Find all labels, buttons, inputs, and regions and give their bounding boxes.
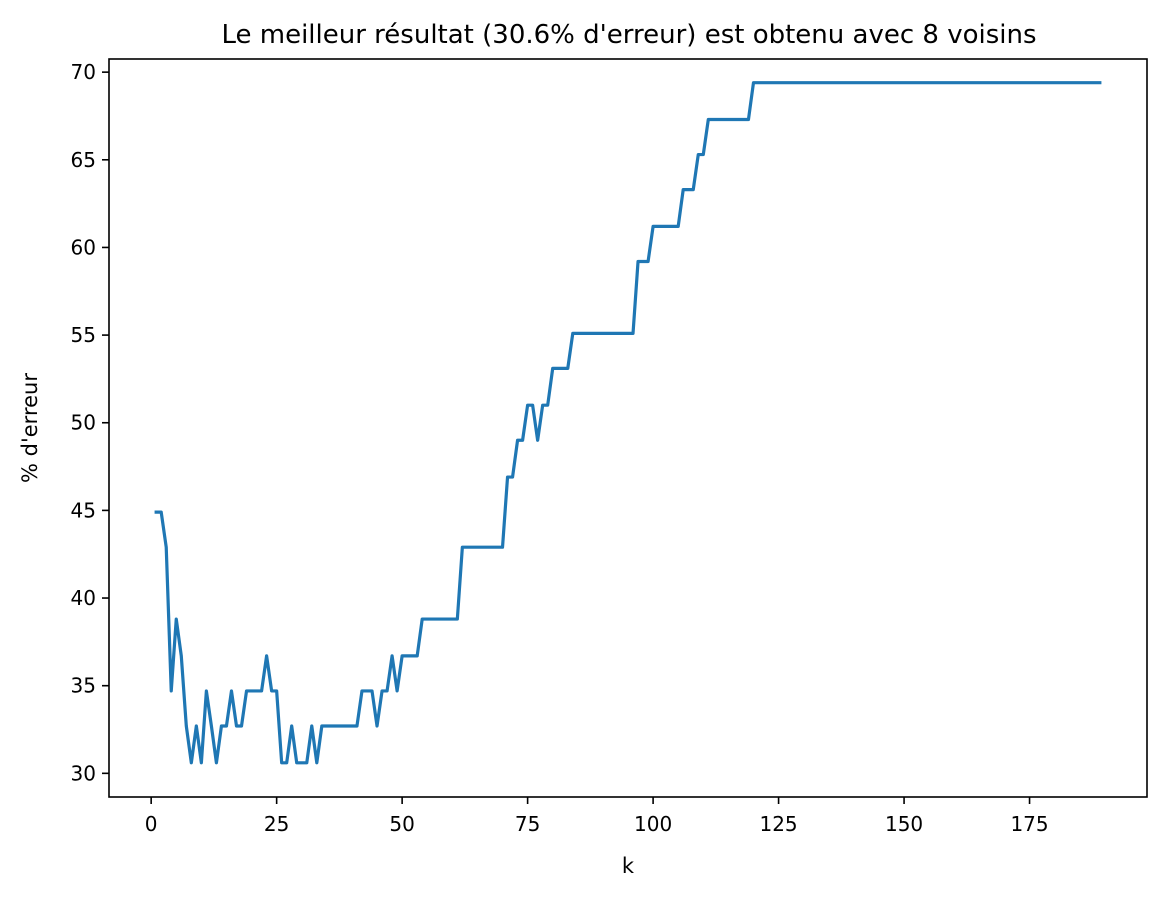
x-tick-label: 175 <box>1010 812 1048 836</box>
y-axis: 30 35 40 45 50 55 60 65 70 <box>71 60 109 785</box>
y-tick-label: 45 <box>71 498 96 522</box>
x-tick-label: 75 <box>515 812 540 836</box>
y-tick-label: 70 <box>71 60 96 84</box>
x-axis: 0 25 50 75 100 125 150 175 <box>145 797 1049 836</box>
plot-frame <box>108 58 1148 798</box>
x-tick-label: 50 <box>389 812 414 836</box>
x-tick-label: 25 <box>264 812 289 836</box>
x-tick-label: 0 <box>145 812 158 836</box>
y-tick-label: 40 <box>71 586 96 610</box>
y-tick-label: 50 <box>71 411 96 435</box>
y-tick-label: 55 <box>71 323 96 347</box>
y-axis-label: % d'erreur <box>18 373 42 483</box>
chart-title: Le meilleur résultat (30.6% d'erreur) es… <box>221 20 1036 50</box>
x-tick-label: 150 <box>885 812 923 836</box>
series-layer <box>154 81 1102 765</box>
y-tick-label: 60 <box>71 235 96 259</box>
x-tick-label: 100 <box>634 812 672 836</box>
x-axis-label: k <box>622 854 635 878</box>
y-tick-label: 35 <box>71 674 96 698</box>
y-tick-label: 30 <box>71 761 96 785</box>
series-line <box>154 81 1102 765</box>
y-tick-label: 65 <box>71 148 96 172</box>
x-tick-label: 125 <box>759 812 797 836</box>
